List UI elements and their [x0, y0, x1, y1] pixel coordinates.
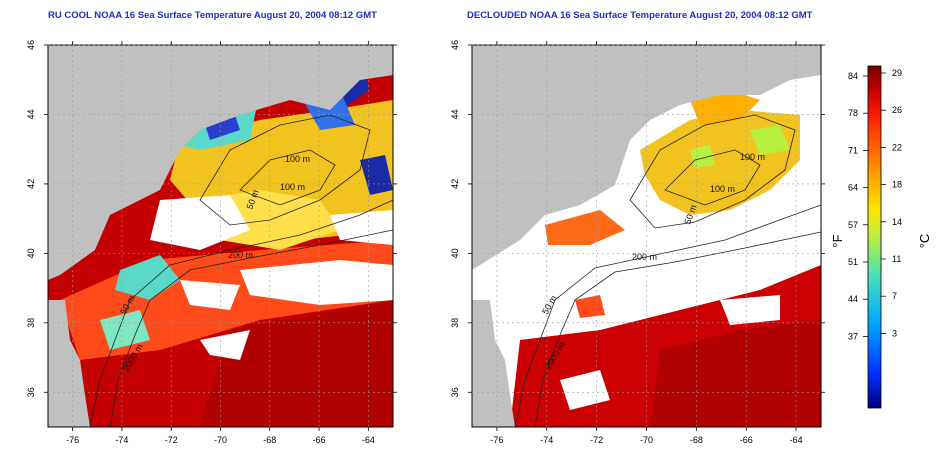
y-tick-label: 40 [26, 248, 36, 258]
celsius-label: °C [917, 234, 932, 249]
c-tick-label: 7 [892, 291, 897, 301]
depth-contour [629, 114, 796, 229]
x-tick-label: -68 [690, 435, 703, 445]
contour-label: 100 m [740, 152, 765, 162]
x-tick-label: -64 [790, 435, 803, 445]
colorbar-ticks: 84 78 71 64 57 51 44 37 29 26 22 18 14 11 7 3 [848, 68, 902, 341]
land [472, 300, 515, 427]
depth-contour [664, 149, 761, 206]
land [472, 45, 821, 270]
contour-label: 200 m [632, 252, 657, 262]
x-tick-label: -76 [490, 435, 503, 445]
c-tick-label: 22 [892, 142, 902, 152]
y-tick-label: 40 [450, 248, 460, 258]
slope-water [545, 210, 625, 245]
x-tick-label: -70 [640, 435, 653, 445]
f-tick-label: 44 [848, 294, 858, 304]
x-tick-label: -74 [540, 435, 553, 445]
left-map-axes: -76 -74 -72 -70 -68 -66 -64 36 38 40 42 44 46 [26, 40, 397, 445]
land [48, 45, 393, 280]
cloud-gap [720, 295, 780, 325]
slope-water [575, 295, 605, 318]
right-map-axes: -76 -74 -72 -70 -68 -66 -64 36 38 40 42 44 46 [450, 40, 825, 445]
y-tick-label: 38 [26, 318, 36, 328]
cool-patch [115, 255, 180, 300]
x-tick-label: -68 [263, 435, 276, 445]
y-tick-label: 36 [450, 387, 460, 397]
y-tick-label: 46 [26, 40, 36, 50]
f-tick-label: 57 [848, 220, 858, 230]
y-tick-label: 36 [26, 387, 36, 397]
cloud [240, 260, 393, 305]
cloud [180, 280, 240, 310]
y-tick-label: 42 [450, 179, 460, 189]
contour-label: 100 m [280, 182, 305, 192]
f-tick-label: 51 [848, 257, 858, 267]
left-map-title: RU COOL NOAA 16 Sea Surface Temperature … [48, 10, 377, 21]
left-map-grid [48, 44, 393, 427]
colorbar-gradient [867, 65, 882, 409]
cloud [330, 210, 393, 245]
depth-contour [514, 204, 821, 427]
x-tick-label: -74 [115, 435, 128, 445]
y-tick-label: 44 [450, 109, 460, 119]
x-tick-label: -66 [740, 435, 753, 445]
f-tick-label: 71 [848, 145, 858, 155]
depth-contour [109, 229, 393, 427]
x-tick-label: -66 [313, 435, 326, 445]
x-tick-label: -72 [590, 435, 603, 445]
y-tick-label: 42 [26, 179, 36, 189]
depth-contour [89, 199, 393, 427]
f-tick-label: 84 [848, 71, 858, 81]
f-tick-label: 78 [848, 108, 858, 118]
cloud [200, 330, 250, 360]
fahrenheit-label: °F [830, 234, 845, 247]
c-tick-label: 26 [892, 105, 902, 115]
shelf-water [690, 90, 760, 125]
contour-label: 100 m [285, 154, 310, 164]
cool-patch [750, 125, 790, 155]
c-tick-label: 3 [892, 328, 897, 338]
y-tick-label: 38 [450, 318, 460, 328]
x-tick-label: -76 [66, 435, 79, 445]
c-tick-label: 18 [892, 180, 902, 190]
contour-label: 100 m [710, 184, 735, 194]
c-tick-label: 29 [892, 68, 902, 78]
x-tick-label: -72 [165, 435, 178, 445]
f-tick-label: 64 [848, 183, 858, 193]
land [48, 300, 90, 427]
offshore-hot-water [650, 320, 821, 427]
y-tick-label: 44 [26, 109, 36, 119]
cloud-gap [560, 370, 610, 410]
x-tick-label: -64 [362, 435, 375, 445]
f-tick-label: 37 [848, 331, 858, 341]
right-map-grid [472, 44, 821, 427]
contour-label: 200 m [228, 250, 253, 260]
y-tick-label: 46 [450, 40, 460, 50]
cool-patch [100, 310, 150, 350]
right-map-title: DECLOUDED NOAA 16 Sea Surface Temperatur… [467, 10, 813, 21]
c-tick-label: 11 [892, 254, 901, 264]
depth-contour [199, 114, 371, 226]
x-tick-label: -70 [214, 435, 227, 445]
depth-contour [534, 231, 821, 427]
colorbar: 84 78 71 64 57 51 44 37 29 26 22 18 14 11 7 3 °F °C [830, 65, 932, 409]
c-tick-label: 14 [892, 217, 902, 227]
cloud [150, 195, 250, 250]
